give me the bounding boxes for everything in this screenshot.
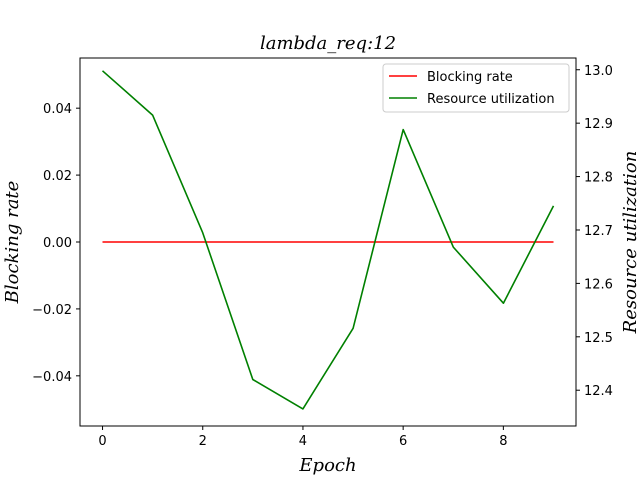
right-y-tick-label: 12.8 (584, 171, 613, 186)
right-y-tick-label: 12.6 (584, 277, 613, 292)
legend-label-1: Resource utilization (427, 92, 555, 107)
x-tick-label: 2 (199, 434, 207, 449)
left-y-tick-label: 0.02 (43, 169, 72, 184)
right-y-tick-label: 12.5 (584, 331, 613, 346)
left-y-tick-label: 0.04 (43, 102, 72, 117)
legend: Blocking rate Resource utilization (382, 63, 570, 113)
x-tick-label: 8 (499, 434, 507, 449)
right-y-tick-label: 12.9 (584, 117, 613, 132)
left-y-tick-label: −0.04 (32, 370, 72, 385)
chart-title: lambda_req:12 (260, 33, 396, 54)
right-y-tick-label: 12.4 (584, 384, 613, 399)
x-axis-title: Epoch (298, 455, 356, 476)
left-y-tick-label: −0.02 (32, 303, 72, 318)
x-tick-label: 4 (299, 434, 307, 449)
left-y-axis-title: Blocking rate (2, 181, 23, 305)
left-y-tick-label: 0.00 (43, 236, 72, 251)
right-y-tick-label: 13.0 (584, 64, 613, 79)
x-tick-label: 0 (98, 434, 106, 449)
x-tick-label: 6 (399, 434, 407, 449)
legend-box (382, 63, 570, 113)
legend-label-0: Blocking rate (427, 70, 513, 85)
series-line-1 (101, 70, 555, 410)
right-y-tick-label: 12.7 (584, 224, 613, 239)
right-y-axis-title: Resource utilization (620, 151, 640, 335)
